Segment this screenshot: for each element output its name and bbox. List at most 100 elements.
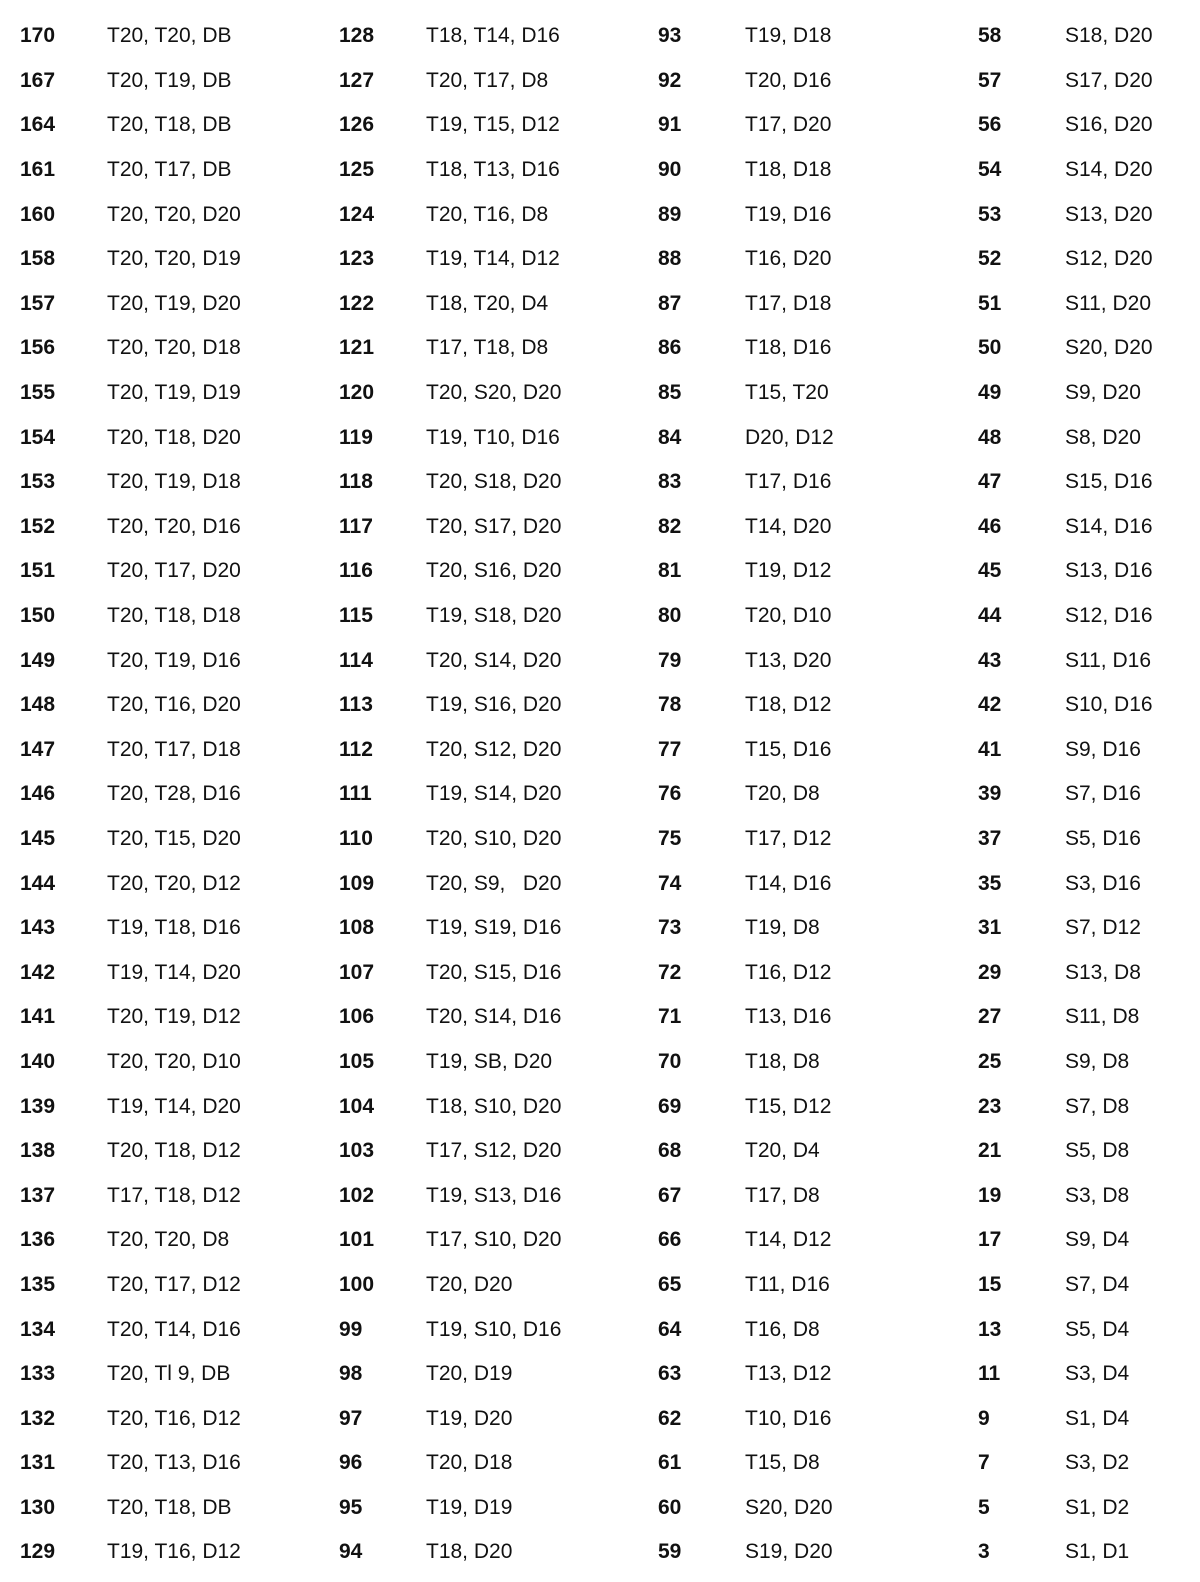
checkout-route: S13, D16: [1065, 559, 1153, 583]
score: 93: [658, 24, 682, 48]
score: 25: [978, 1049, 1002, 1073]
score: 41: [978, 737, 1002, 761]
score: 125: [339, 158, 375, 182]
score: 75: [658, 826, 682, 850]
score: 115: [339, 604, 373, 628]
table-row: 57 S17, D20: [978, 59, 1200, 104]
score: 139: [20, 1094, 56, 1118]
table-row: 116 T20, S16, D20: [339, 549, 659, 594]
checkout-route: T17, D16: [745, 470, 832, 494]
table-row: 65 T11, D16: [658, 1263, 978, 1308]
checkout-route: T10, D16: [745, 1406, 832, 1430]
score: 57: [978, 68, 1002, 92]
table-row: 70 T18, D8: [658, 1040, 978, 1085]
table-row: 122 T18, T20, D4: [339, 282, 659, 327]
score: 85: [658, 381, 682, 405]
checkout-route: T13, D12: [745, 1362, 832, 1386]
checkout-route: T20, S20, D20: [426, 381, 562, 405]
score: 42: [978, 693, 1002, 717]
table-row: 59 S19, D20: [658, 1530, 978, 1575]
table-row: 167 T20, T19, DB: [20, 59, 340, 104]
checkout-route: T20, D20: [426, 1272, 513, 1296]
score: 49: [978, 381, 1002, 405]
score: 96: [339, 1451, 363, 1475]
table-row: 75 T17, D12: [658, 817, 978, 862]
score: 137: [20, 1183, 56, 1207]
table-row: 145 T20, T15, D20: [20, 817, 340, 862]
score: 37: [978, 826, 1002, 850]
checkout-route: T19, SB, D20: [426, 1049, 553, 1073]
checkout-route: T20, T19, DB: [107, 68, 232, 92]
score: 158: [20, 247, 56, 271]
table-row: 156 T20, T20, D18: [20, 326, 340, 371]
score: 74: [658, 871, 682, 895]
checkout-route: T19, T10, D16: [426, 425, 560, 449]
table-row: 48 S8, D20: [978, 415, 1200, 460]
table-row: 161 T20, T17, DB: [20, 148, 340, 193]
checkout-route: T14, D20: [745, 514, 832, 538]
checkout-route: T20, T17, DB: [107, 158, 232, 182]
table-row: 141 T20, T19, D12: [20, 995, 340, 1040]
checkout-route: S16, D20: [1065, 113, 1153, 137]
table-row: 78 T18, D12: [658, 683, 978, 728]
table-row: 42 S10, D16: [978, 683, 1200, 728]
checkout-route: T19, T18, D16: [107, 916, 241, 940]
table-row: 128 T18, T14, D16: [339, 14, 659, 59]
table-row: 130 T20, T18, DB: [20, 1486, 340, 1531]
score: 138: [20, 1139, 56, 1163]
checkout-route: S9, D20: [1065, 381, 1141, 405]
score: 121: [339, 336, 375, 360]
checkout-route: T20, T28, D16: [107, 782, 241, 806]
checkout-route: S13, D20: [1065, 202, 1153, 226]
table-row: 106 T20, S14, D16: [339, 995, 659, 1040]
table-row: 31 S7, D12: [978, 906, 1200, 951]
score: 134: [20, 1317, 56, 1341]
checkout-route: T19, D16: [745, 202, 832, 226]
score: 127: [339, 68, 375, 92]
checkout-route: S1, D1: [1065, 1540, 1130, 1564]
checkout-route: S19, D20: [745, 1540, 833, 1564]
score: 161: [20, 158, 56, 182]
checkout-route: T20, T20, D18: [107, 336, 241, 360]
score: 91: [658, 113, 682, 137]
checkout-route: S7, D16: [1065, 782, 1141, 806]
table-row: 149 T20, T19, D16: [20, 638, 340, 683]
table-row: 133 T20, Tl 9, DB: [20, 1352, 340, 1397]
checkout-route: T15, D12: [745, 1094, 832, 1118]
score: 66: [658, 1228, 682, 1252]
checkout-route: T19, S10, D16: [426, 1317, 562, 1341]
checkout-route: T20, T19, D18: [107, 470, 241, 494]
checkout-route: T20, S14, D20: [426, 648, 562, 672]
checkout-route: T20, S12, D20: [426, 737, 562, 761]
checkout-route: T17, S12, D20: [426, 1139, 562, 1163]
score: 90: [658, 158, 682, 182]
score: 13: [978, 1317, 1002, 1341]
table-row: 39 S7, D16: [978, 772, 1200, 817]
score: 44: [978, 604, 1002, 628]
checkout-route: T20, T20, D19: [107, 247, 241, 271]
score: 27: [978, 1005, 1002, 1029]
table-row: 158 T20, T20, D19: [20, 237, 340, 282]
score: 45: [978, 559, 1002, 583]
score: 164: [20, 113, 56, 137]
checkout-route: S14, D16: [1065, 514, 1153, 538]
score: 79: [658, 648, 682, 672]
checkout-route: T16, D12: [745, 960, 832, 984]
checkout-route: T20, T16, D12: [107, 1406, 241, 1430]
score: 77: [658, 737, 682, 761]
table-row: 17 S9, D4: [978, 1218, 1200, 1263]
checkout-route: T13, D20: [745, 648, 832, 672]
score: 56: [978, 113, 1002, 137]
table-row: 101 T17, S10, D20: [339, 1218, 659, 1263]
table-row: 118 T20, S18, D20: [339, 460, 659, 505]
table-row: 115 T19, S18, D20: [339, 594, 659, 639]
checkout-route: S20, D20: [745, 1495, 833, 1519]
score: 136: [20, 1228, 56, 1252]
score: 82: [658, 514, 682, 538]
table-row: 82 T14, D20: [658, 505, 978, 550]
checkout-route: T17, T18, D8: [426, 336, 549, 360]
table-row: 49 S9, D20: [978, 371, 1200, 416]
checkout-route: T20, T19, D20: [107, 291, 241, 315]
checkout-route: T20, T17, D8: [426, 68, 549, 92]
table-row: 120 T20, S20, D20: [339, 371, 659, 416]
